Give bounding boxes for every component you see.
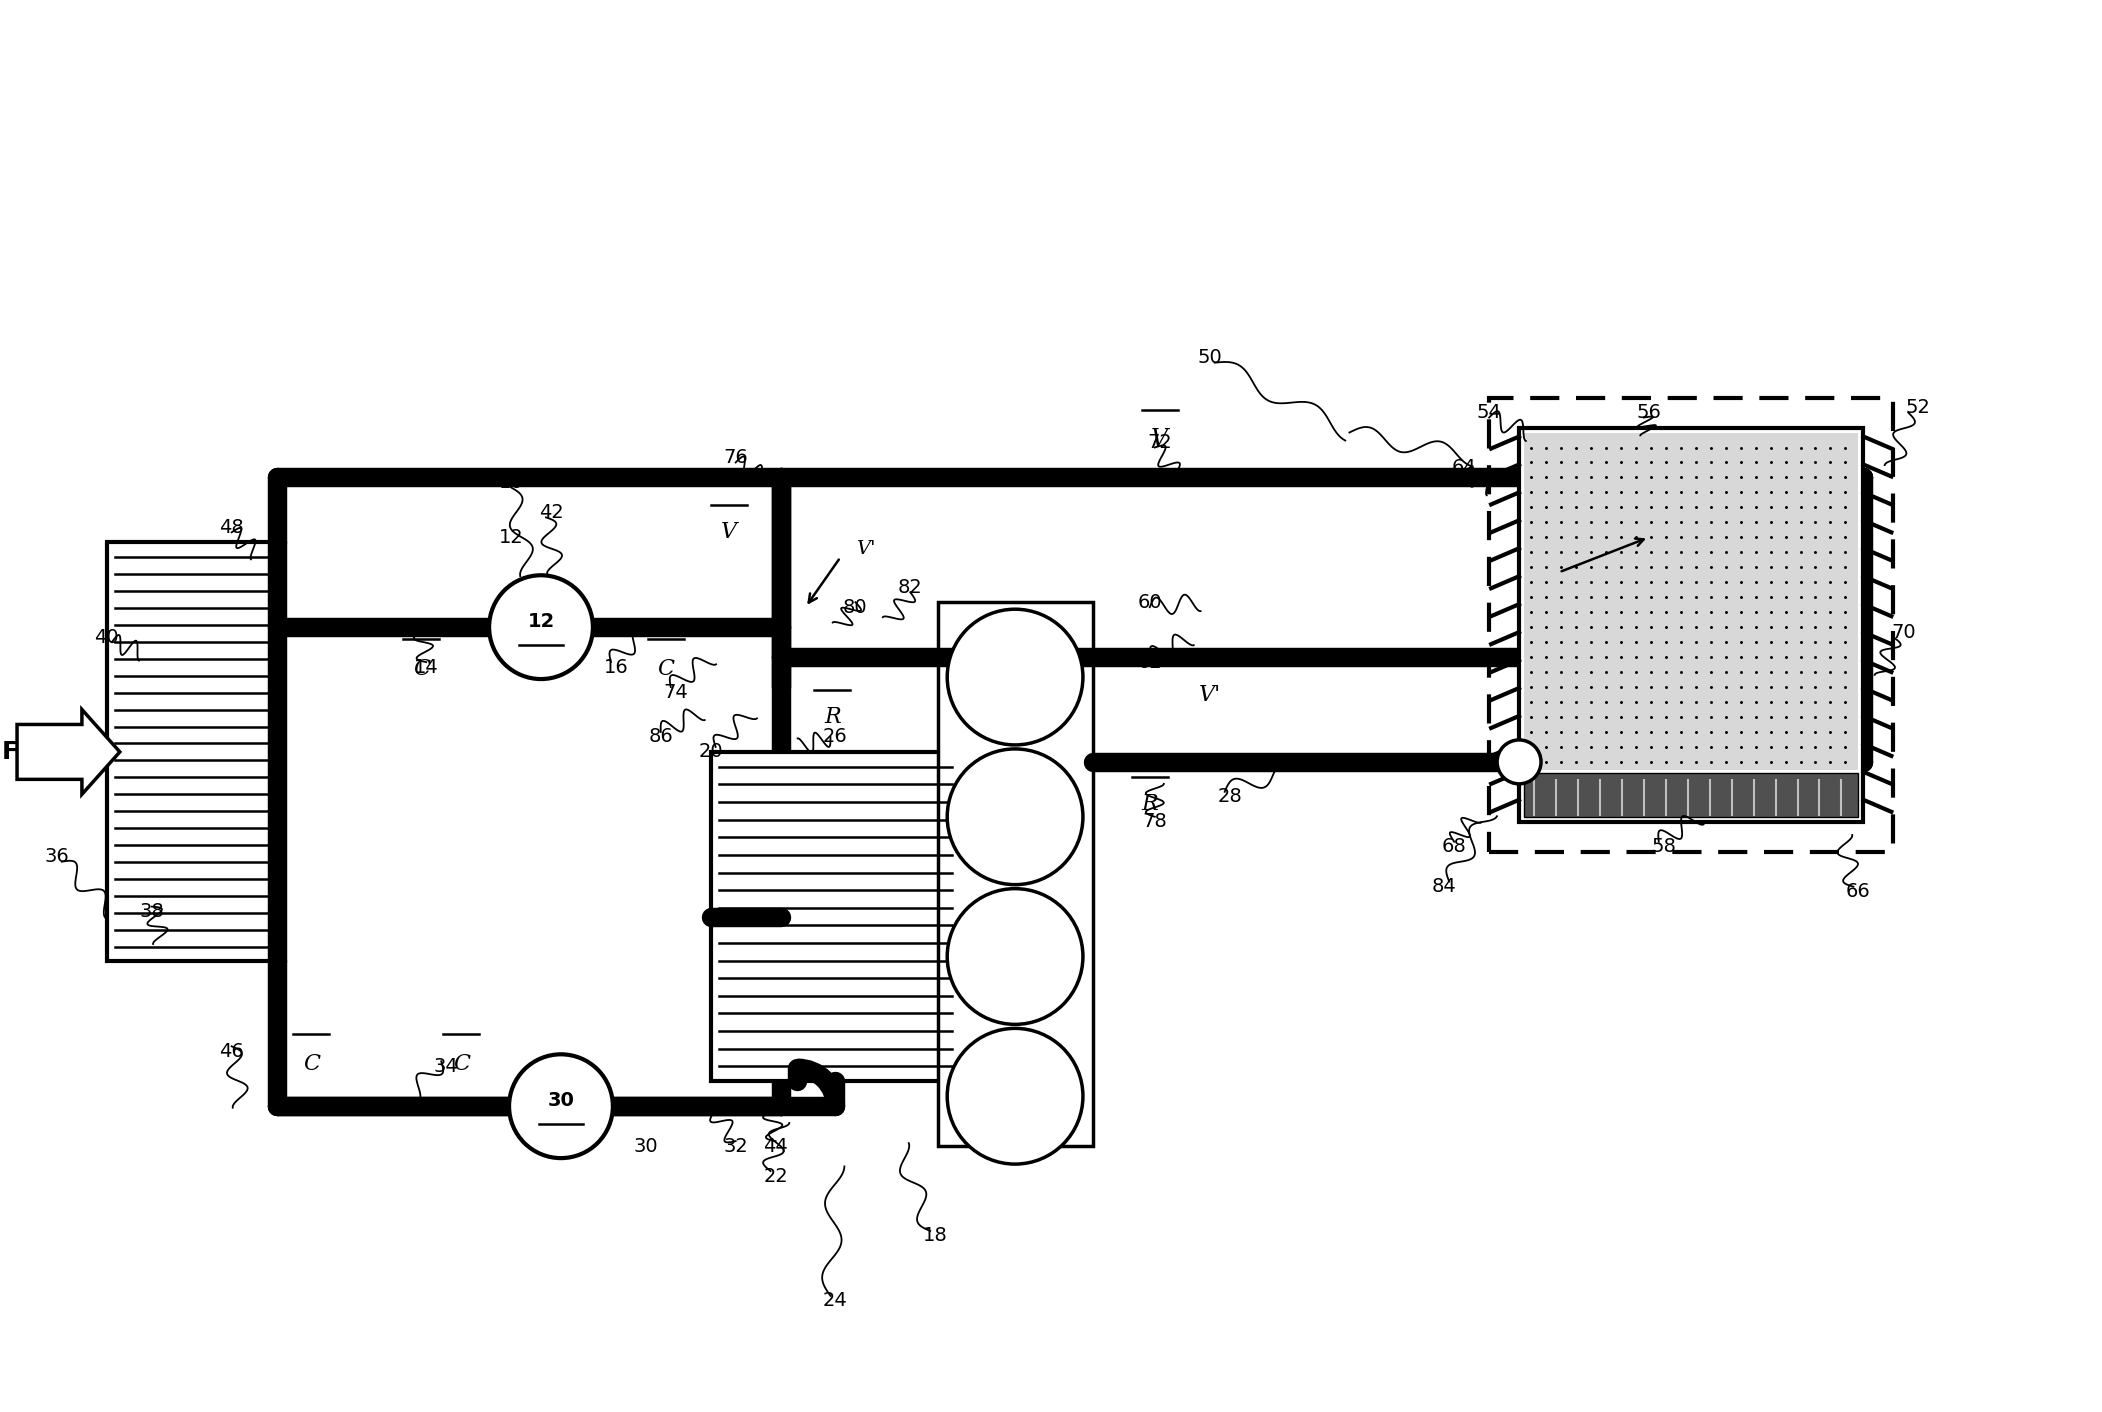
Text: F: F <box>2 740 19 764</box>
Circle shape <box>948 748 1083 885</box>
FancyArrow shape <box>17 709 120 795</box>
Circle shape <box>509 1055 614 1158</box>
Text: 52: 52 <box>1907 398 1932 417</box>
Circle shape <box>490 575 593 679</box>
Text: 20: 20 <box>698 743 723 761</box>
Text: 10: 10 <box>498 473 523 491</box>
Text: V: V <box>721 521 736 544</box>
Text: 28: 28 <box>1217 788 1242 806</box>
Text: 64: 64 <box>1452 457 1476 477</box>
Bar <box>1488 398 1894 851</box>
Bar <box>107 542 277 962</box>
Circle shape <box>948 1028 1083 1163</box>
Text: 60: 60 <box>1137 593 1162 611</box>
Text: 46: 46 <box>219 1042 244 1060</box>
Text: 86: 86 <box>647 727 673 747</box>
Text: 72: 72 <box>1148 433 1173 452</box>
Text: 56: 56 <box>1635 402 1661 422</box>
Text: C: C <box>658 658 675 681</box>
Bar <box>1524 772 1858 816</box>
Text: 84: 84 <box>1431 877 1457 897</box>
Bar <box>937 602 1093 1147</box>
Text: V': V' <box>1198 683 1221 706</box>
Text: 34: 34 <box>433 1056 458 1076</box>
Text: 58: 58 <box>1652 837 1675 856</box>
Bar <box>1520 428 1862 822</box>
Bar <box>1524 432 1858 770</box>
Text: 30: 30 <box>633 1137 658 1155</box>
Text: 42: 42 <box>538 503 563 522</box>
Circle shape <box>948 609 1083 746</box>
Circle shape <box>948 888 1083 1024</box>
Text: 16: 16 <box>603 658 628 676</box>
Text: 22: 22 <box>763 1166 788 1186</box>
Text: 36: 36 <box>44 847 69 866</box>
Text: 82: 82 <box>898 578 923 597</box>
Text: 76: 76 <box>723 448 748 467</box>
Text: C: C <box>452 1053 469 1076</box>
Text: 12: 12 <box>528 611 555 631</box>
Text: 38: 38 <box>139 902 164 921</box>
Text: 48: 48 <box>219 518 244 537</box>
Text: V: V <box>1152 428 1169 450</box>
Circle shape <box>1497 740 1541 784</box>
Text: R: R <box>824 706 841 729</box>
Text: R: R <box>1141 792 1158 815</box>
Text: 12: 12 <box>498 528 523 546</box>
Text: 80: 80 <box>843 597 868 617</box>
Text: 78: 78 <box>1141 812 1167 832</box>
Text: 32: 32 <box>723 1137 748 1155</box>
Text: 70: 70 <box>1892 623 1915 641</box>
Text: 68: 68 <box>1442 837 1467 856</box>
Text: V': V' <box>856 541 874 558</box>
Text: 30: 30 <box>547 1090 574 1110</box>
Bar <box>710 753 961 1082</box>
Text: 54: 54 <box>1478 402 1501 422</box>
Text: 50: 50 <box>1198 349 1221 367</box>
Text: 40: 40 <box>95 628 120 647</box>
Text: 14: 14 <box>414 658 439 676</box>
Text: C: C <box>303 1053 320 1076</box>
Text: 62: 62 <box>1137 652 1162 672</box>
Text: 74: 74 <box>664 682 687 702</box>
Text: 18: 18 <box>923 1227 948 1245</box>
Text: 66: 66 <box>1846 882 1871 901</box>
Text: 24: 24 <box>824 1292 847 1310</box>
Text: 26: 26 <box>824 727 847 747</box>
Text: 44: 44 <box>763 1137 788 1155</box>
Text: C: C <box>412 658 429 681</box>
